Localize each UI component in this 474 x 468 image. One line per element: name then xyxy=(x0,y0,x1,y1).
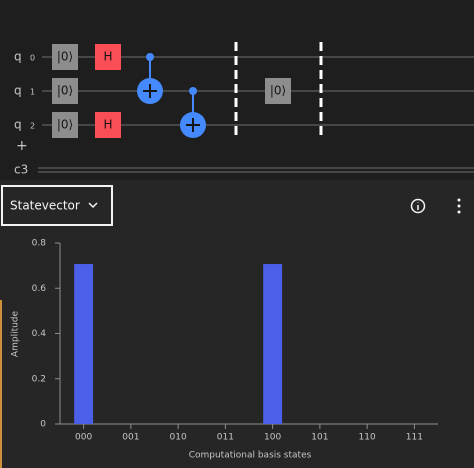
qubit-index: 1 xyxy=(30,88,35,97)
y-tick-label: 0 xyxy=(40,420,46,430)
bar xyxy=(263,264,283,424)
qubit-label: q xyxy=(14,84,22,98)
y-tick-label: 0.4 xyxy=(32,329,47,339)
x-tick-label: 011 xyxy=(217,433,234,443)
reset-gate[interactable] xyxy=(265,78,291,104)
gate-label: H xyxy=(103,50,112,64)
y-tick-label: 0.6 xyxy=(32,284,47,294)
target-plus xyxy=(143,84,157,98)
cnot-gate[interactable] xyxy=(137,53,163,104)
add-register[interactable]: + xyxy=(16,138,28,154)
x-tick-label: 010 xyxy=(170,433,187,443)
gate-label: H xyxy=(103,118,112,132)
info-button[interactable] xyxy=(410,198,426,214)
qubit-label: q xyxy=(14,118,22,132)
dropdown-label: Statevector xyxy=(10,199,80,213)
reset-gate[interactable] xyxy=(52,112,78,138)
y-tick-label: 0.8 xyxy=(32,239,47,249)
gate-label: |0⟩ xyxy=(270,84,286,98)
x-tick-label: 111 xyxy=(406,433,423,443)
bar xyxy=(74,264,94,424)
view-dropdown[interactable] xyxy=(1,185,113,226)
qubit-index: 2 xyxy=(30,122,35,131)
gate-label: |0⟩ xyxy=(57,84,73,98)
control-dot xyxy=(189,87,197,95)
target-plus xyxy=(186,118,200,132)
h-gate[interactable] xyxy=(95,44,121,70)
dropdown-chevron xyxy=(88,202,98,209)
info-icon xyxy=(410,198,426,214)
x-tick-label: 101 xyxy=(311,433,328,443)
gate-label: |0⟩ xyxy=(57,118,73,132)
reset-gate[interactable] xyxy=(52,44,78,70)
cnot-gate[interactable] xyxy=(180,87,206,138)
x-tick-label: 110 xyxy=(359,433,376,443)
visualization-panel xyxy=(0,180,474,468)
qubit-index: 0 xyxy=(30,54,35,63)
y-tick-label: 0.2 xyxy=(32,374,46,384)
qubit-label: q xyxy=(14,50,22,64)
x-tick-label: 100 xyxy=(264,433,281,443)
classical-label: c3 xyxy=(14,163,28,177)
menu-dot xyxy=(457,210,461,214)
x-tick-label: 001 xyxy=(122,433,139,443)
menu-dot xyxy=(457,204,461,208)
h-gate[interactable] xyxy=(95,112,121,138)
x-axis-label: Computational basis states xyxy=(189,451,312,461)
menu-dot xyxy=(457,198,461,202)
reset-gate[interactable] xyxy=(52,78,78,104)
y-axis-label: Amplitude xyxy=(11,310,21,357)
x-tick-label: 000 xyxy=(75,433,92,443)
overflow-menu[interactable] xyxy=(457,198,461,214)
control-dot xyxy=(146,53,154,61)
gate-label: |0⟩ xyxy=(57,50,73,64)
